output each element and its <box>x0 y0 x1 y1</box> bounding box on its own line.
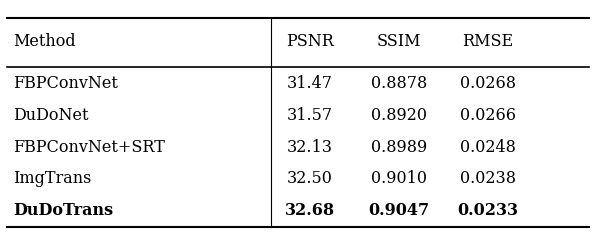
Text: 31.47: 31.47 <box>287 75 333 92</box>
Text: DuDoNet: DuDoNet <box>13 107 89 124</box>
Text: SSIM: SSIM <box>377 33 421 50</box>
Text: Method: Method <box>13 33 76 50</box>
Text: 31.57: 31.57 <box>287 107 333 124</box>
Text: ImgTrans: ImgTrans <box>13 170 92 188</box>
Text: FBPConvNet: FBPConvNet <box>13 75 118 92</box>
Text: PSNR: PSNR <box>286 33 334 50</box>
Text: 0.0248: 0.0248 <box>460 139 516 156</box>
Text: 0.9010: 0.9010 <box>371 170 427 188</box>
Text: 0.8920: 0.8920 <box>371 107 427 124</box>
Text: 0.8989: 0.8989 <box>371 139 427 156</box>
Text: 0.0266: 0.0266 <box>460 107 516 124</box>
Text: 0.0238: 0.0238 <box>460 170 516 188</box>
Text: FBPConvNet+SRT: FBPConvNet+SRT <box>13 139 165 156</box>
Text: 0.9047: 0.9047 <box>368 202 429 219</box>
Text: 0.0233: 0.0233 <box>457 202 519 219</box>
Text: RMSE: RMSE <box>462 33 513 50</box>
Text: 32.13: 32.13 <box>287 139 333 156</box>
Text: 32.68: 32.68 <box>285 202 335 219</box>
Text: 0.0268: 0.0268 <box>460 75 516 92</box>
Text: 0.8878: 0.8878 <box>371 75 427 92</box>
Text: 32.50: 32.50 <box>287 170 333 188</box>
Text: DuDoTrans: DuDoTrans <box>13 202 113 219</box>
